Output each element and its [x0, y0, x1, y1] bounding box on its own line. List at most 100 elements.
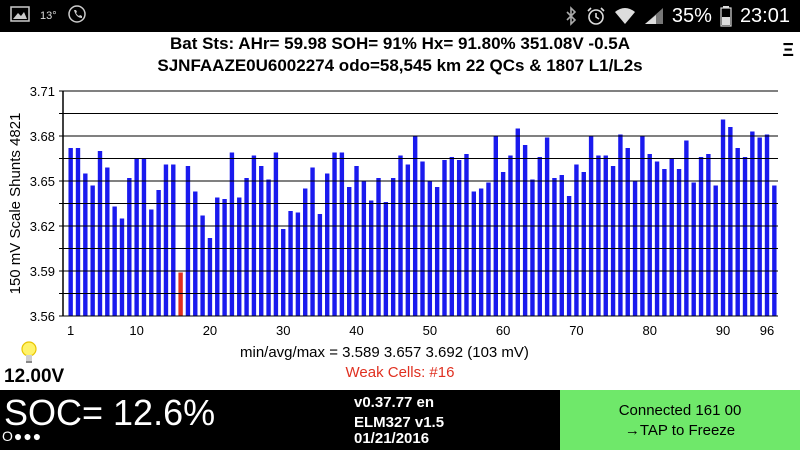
vehicle-info-line: SJNFAAZE0U6002274 odo=58,545 km 22 QCs &…: [157, 56, 643, 75]
soc-panel: SOC= 12.6% O●●●: [0, 390, 310, 450]
menu-icon[interactable]: Ξ: [782, 40, 794, 60]
battery-icon: [720, 5, 732, 27]
min-avg-max-text: min/avg/max = 3.589 3.657 3.692 (103 mV): [240, 344, 529, 361]
bar-cell-37: [332, 152, 337, 316]
soc-readout: SOC= 12.6%: [4, 392, 216, 433]
status-dots: O●●●: [2, 428, 43, 444]
battery-status-line: Bat Sts: AHr= 59.98 SOH= 91% Hx= 91.80% …: [169, 34, 631, 53]
x-tick-label: 1: [67, 323, 74, 338]
bar-cell-70: [574, 164, 579, 316]
bar-cell-80: [647, 154, 652, 316]
bar-cell-62: [515, 128, 520, 316]
y-tick-label: 3.59: [30, 264, 55, 279]
bar-cell-64: [530, 179, 535, 316]
bar-cell-94: [750, 131, 755, 316]
bar-cell-57: [478, 188, 484, 316]
bar-cell-16: [178, 272, 183, 316]
version-panel: v0.37.77 en ELM327 v1.5 01/21/2016: [310, 390, 560, 450]
y-tick-label: 3.62: [30, 219, 55, 234]
weak-cells-text: Weak Cells: #16: [345, 364, 455, 381]
bar-cell-30: [281, 229, 286, 316]
battery-percent: 35%: [671, 4, 712, 27]
y-tick-label: 3.71: [30, 84, 55, 99]
bar-cell-44: [383, 202, 389, 316]
bar-cell-10: [134, 158, 139, 316]
x-tick-label: 50: [423, 323, 437, 338]
bar-cell-18: [193, 191, 198, 316]
bar-cell-7: [112, 206, 117, 316]
bar-cell-76: [618, 134, 623, 316]
bar-cell-32: [295, 212, 301, 316]
adapter-version: ELM327 v1.5: [354, 414, 445, 431]
aux-battery-voltage: 12.00V: [4, 366, 65, 387]
bar-cell-39: [347, 187, 352, 316]
bar-cell-1: [68, 148, 73, 316]
bar-cell-66: [544, 137, 550, 316]
bar-cell-90: [720, 119, 726, 316]
bar-cell-91: [728, 127, 733, 316]
bar-cell-88: [706, 154, 711, 316]
bar-cell-89: [713, 185, 718, 316]
bar-cell-87: [698, 157, 704, 316]
y-tick-label: 3.65: [30, 174, 55, 189]
tap-to-freeze-hint: →TAP to Freeze: [624, 422, 736, 439]
bar-cell-96: [764, 134, 770, 316]
bar-cell-19: [200, 215, 205, 316]
bar-cell-15: [171, 164, 176, 316]
bar-cell-55: [464, 154, 469, 316]
wifi-icon: [614, 7, 636, 25]
bar-cell-27: [259, 166, 264, 316]
bar-cell-25: [244, 178, 249, 316]
bar-cell-68: [559, 175, 564, 316]
temperature-text: 13°: [40, 10, 57, 22]
bar-cell-5: [97, 151, 103, 316]
bar-cell-67: [552, 178, 557, 316]
bar-cell-38: [339, 152, 345, 316]
build-date: 01/21/2016: [354, 430, 430, 447]
x-tick-label: 30: [276, 323, 290, 338]
x-tick-label: 70: [569, 323, 583, 338]
connection-button[interactable]: Connected 161 00 →TAP to Freeze: [560, 390, 800, 450]
bar-cell-49: [420, 161, 425, 316]
bar-cell-83: [669, 158, 674, 316]
bar-cell-84: [676, 169, 682, 316]
bar-cell-12: [149, 209, 154, 316]
bar-cell-81: [654, 161, 660, 316]
alarm-icon: [586, 6, 606, 26]
bar-cell-3: [83, 173, 88, 316]
bar-cell-82: [662, 169, 667, 316]
y-tick-label: 3.68: [30, 129, 55, 144]
bar-cell-95: [757, 137, 762, 316]
bar-cell-28: [266, 179, 271, 316]
bar-cell-43: [376, 178, 381, 316]
bar-cell-52: [442, 160, 447, 316]
bar-cell-77: [625, 148, 630, 316]
bar-cell-11: [141, 158, 147, 316]
bar-cell-75: [610, 166, 616, 316]
bar-cell-36: [325, 173, 330, 316]
bar-cell-23: [229, 152, 235, 316]
bar-cell-69: [566, 196, 572, 316]
bluetooth-icon: [564, 6, 578, 26]
bar-cell-24: [237, 197, 242, 316]
status-bar: 13° 35% 23:01: [0, 0, 800, 32]
bar-cell-31: [288, 211, 293, 316]
bar-cell-56: [471, 191, 477, 316]
gallery-icon: [10, 5, 30, 27]
app-version: v0.37.77 en: [354, 394, 435, 411]
bar-cell-22: [222, 199, 227, 316]
bar-cell-92: [735, 148, 740, 316]
bar-cell-8: [119, 218, 125, 316]
cell-voltage-chart[interactable]: 3.71 3.68 3.65 3.62 3.59 3.56 1 10 20 30 40 50 60 70 8…: [0, 80, 800, 345]
bar-cell-97: [772, 185, 777, 316]
bar-cell-51: [434, 187, 440, 316]
bar-cell-35: [317, 214, 323, 316]
bar-cell-4: [90, 185, 95, 316]
bar-cell-42: [368, 200, 374, 316]
lightbulb-icon: [20, 340, 38, 371]
bar-cell-93: [742, 157, 748, 316]
bar-cell-33: [303, 188, 308, 316]
bar-cell-71: [581, 172, 586, 316]
bar-cell-34: [310, 167, 315, 316]
x-tick-label: 80: [642, 323, 656, 338]
